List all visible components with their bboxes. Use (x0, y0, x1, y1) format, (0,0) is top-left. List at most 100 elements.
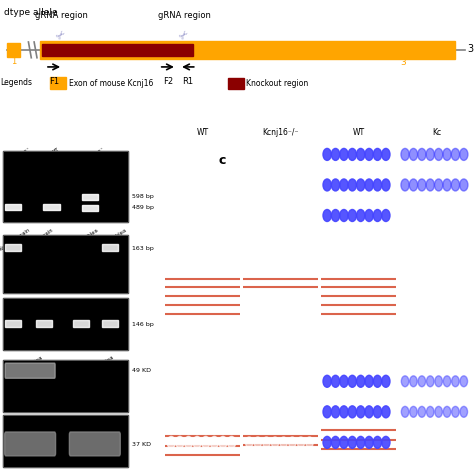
Circle shape (348, 148, 356, 160)
Text: F1: F1 (49, 77, 59, 86)
Circle shape (374, 179, 382, 191)
Circle shape (451, 148, 459, 160)
Circle shape (254, 148, 262, 160)
Circle shape (443, 406, 451, 417)
Circle shape (331, 375, 340, 387)
Circle shape (289, 437, 296, 448)
FancyBboxPatch shape (5, 363, 55, 378)
Circle shape (410, 406, 417, 417)
Circle shape (219, 179, 227, 191)
Circle shape (280, 376, 287, 387)
Circle shape (245, 148, 253, 160)
Circle shape (331, 179, 340, 191)
Circle shape (401, 376, 409, 387)
Circle shape (219, 406, 227, 418)
Circle shape (193, 210, 201, 221)
Circle shape (382, 406, 390, 418)
Bar (3, 298, 128, 350)
Circle shape (426, 148, 434, 160)
Circle shape (262, 148, 271, 160)
Circle shape (193, 437, 201, 448)
Circle shape (427, 406, 434, 417)
Text: Kcnj16⁻: Kcnj16⁻ (12, 146, 32, 163)
Text: dtype allele: dtype allele (4, 8, 57, 17)
Circle shape (167, 148, 175, 160)
Circle shape (356, 210, 365, 221)
Circle shape (210, 148, 219, 160)
Circle shape (289, 376, 296, 387)
Circle shape (323, 148, 331, 160)
FancyBboxPatch shape (5, 432, 55, 456)
Circle shape (305, 148, 314, 160)
Circle shape (435, 148, 443, 160)
Circle shape (340, 148, 348, 160)
Circle shape (435, 376, 442, 387)
Circle shape (374, 210, 382, 221)
Circle shape (271, 437, 279, 448)
Bar (36, 320, 52, 327)
Circle shape (460, 406, 467, 417)
Circle shape (184, 437, 192, 448)
Bar (40, 41, 455, 59)
Circle shape (340, 437, 348, 448)
Circle shape (460, 179, 468, 191)
Bar (50, 77, 66, 89)
Circle shape (435, 179, 443, 191)
Circle shape (289, 406, 296, 417)
Circle shape (365, 437, 373, 448)
Bar (42, 44, 193, 55)
Circle shape (176, 210, 184, 221)
Circle shape (297, 376, 305, 387)
Circle shape (245, 179, 253, 191)
Circle shape (201, 148, 210, 160)
Circle shape (348, 179, 356, 191)
Circle shape (401, 148, 409, 160)
Circle shape (288, 179, 296, 191)
Circle shape (193, 406, 201, 418)
Text: Knockout region: Knockout region (246, 79, 309, 88)
Circle shape (382, 437, 390, 448)
Circle shape (176, 148, 184, 160)
Circle shape (193, 179, 201, 191)
Circle shape (184, 179, 192, 191)
Bar (228, 78, 244, 89)
Circle shape (410, 148, 418, 160)
Circle shape (356, 148, 365, 160)
Circle shape (297, 210, 305, 221)
Circle shape (348, 210, 356, 221)
FancyBboxPatch shape (69, 432, 120, 456)
Circle shape (271, 376, 279, 387)
Bar (3, 415, 128, 467)
Text: Kcnj16⁻-cochlea: Kcnj16⁻-cochlea (62, 227, 100, 255)
Circle shape (262, 179, 271, 191)
Bar (102, 244, 118, 251)
Circle shape (306, 406, 313, 417)
Bar (3, 415, 128, 467)
Circle shape (254, 437, 262, 448)
Circle shape (340, 375, 348, 387)
Circle shape (246, 376, 253, 387)
Text: gRNA region: gRNA region (158, 11, 211, 20)
Bar (3, 236, 128, 292)
Text: 37 KD: 37 KD (132, 442, 151, 447)
Circle shape (167, 375, 175, 387)
Circle shape (280, 179, 288, 191)
Bar (5, 244, 21, 251)
Circle shape (184, 210, 192, 221)
Text: Kcnj16⁻-brain: Kcnj16⁻-brain (0, 227, 31, 252)
Circle shape (246, 406, 253, 417)
Circle shape (228, 375, 236, 387)
Circle shape (210, 179, 219, 191)
Text: 3: 3 (400, 58, 406, 67)
Circle shape (331, 210, 340, 221)
Circle shape (356, 406, 365, 418)
Text: F2: F2 (163, 77, 173, 86)
Circle shape (418, 148, 426, 160)
Circle shape (271, 210, 279, 221)
Circle shape (348, 437, 356, 448)
Bar (3, 152, 128, 222)
Text: 163 bp: 163 bp (132, 246, 154, 251)
Circle shape (374, 375, 382, 387)
Bar (7, 43, 20, 57)
Circle shape (193, 148, 201, 160)
